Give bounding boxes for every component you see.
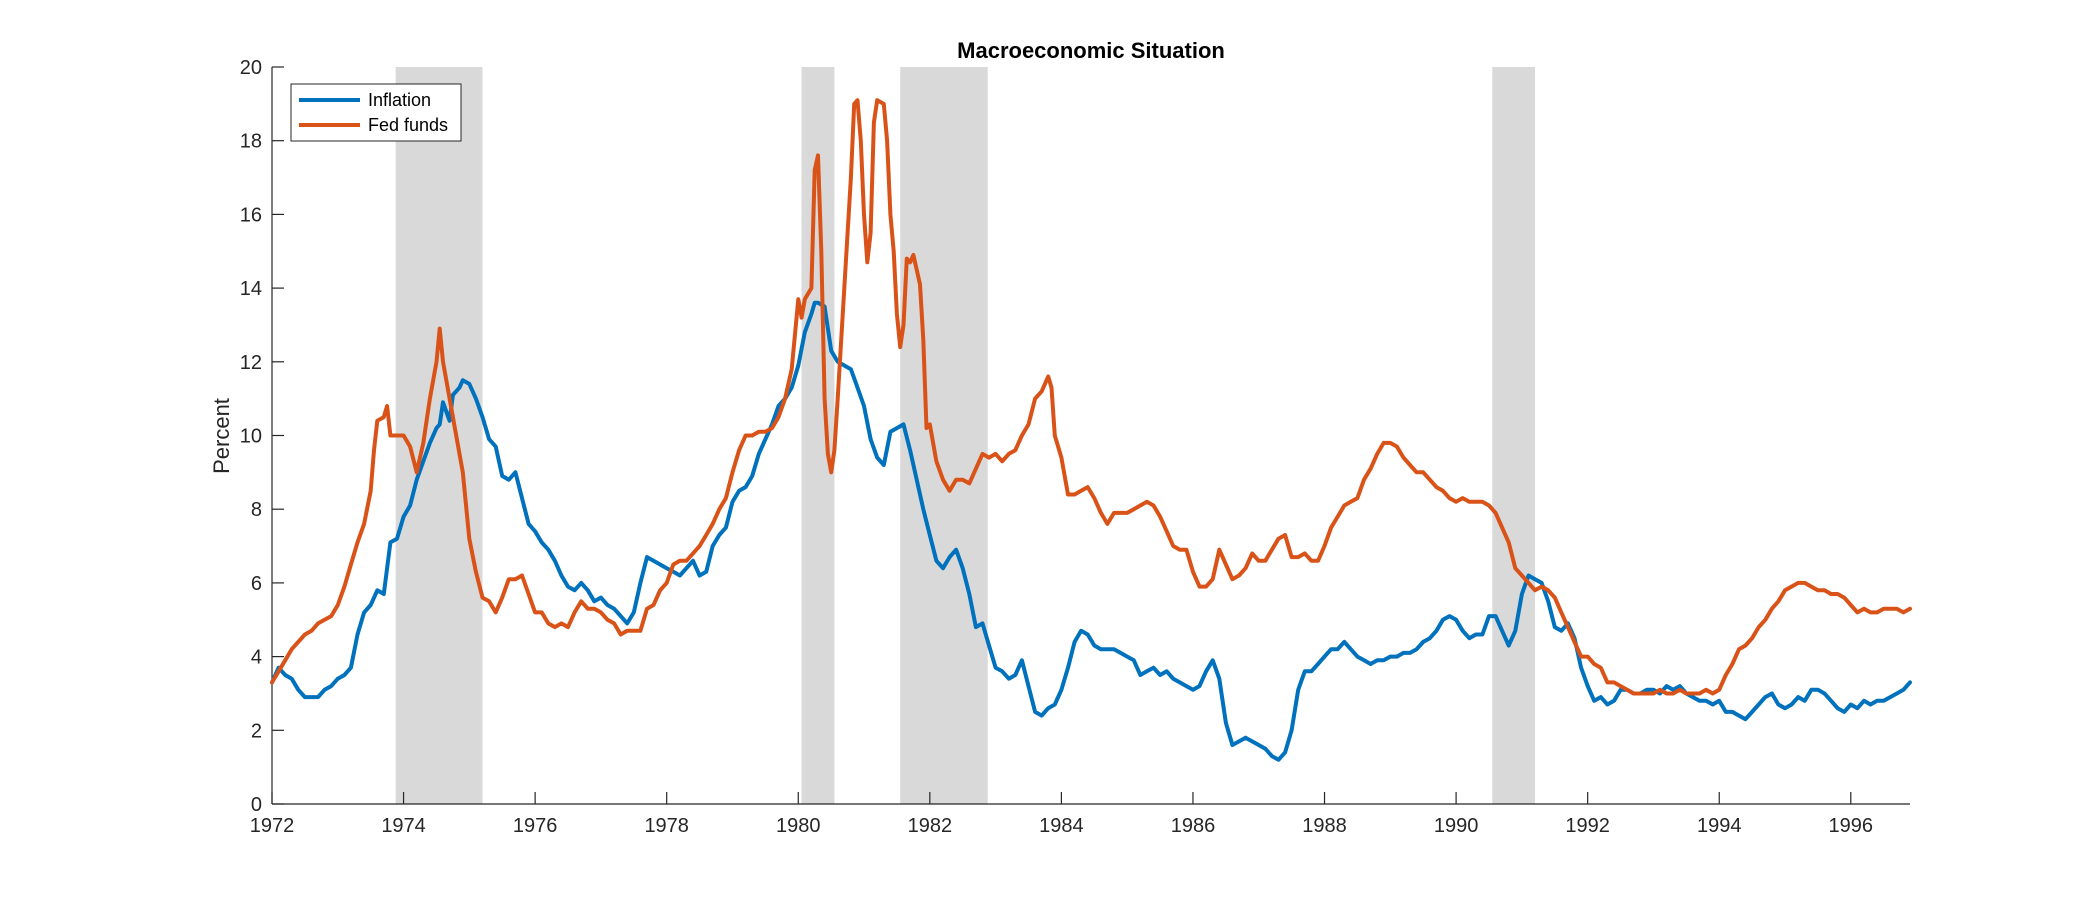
x-tick-label: 1980: [776, 815, 821, 837]
x-tick-label: 1972: [250, 815, 295, 837]
series-lines: [270, 98, 1912, 762]
legend-box: [290, 83, 462, 142]
x-tick-label: 1990: [1434, 815, 1479, 837]
y-tick-label: 16: [240, 204, 262, 226]
x-tick-label: 1994: [1697, 815, 1742, 837]
series-line-fed-funds: [270, 98, 1912, 696]
chart-title: Macroeconomic Situation: [957, 38, 1225, 63]
x-tick-label: 1984: [1039, 815, 1084, 837]
x-tick-label: 1996: [1829, 815, 1874, 837]
legend: Inflation Fed funds: [290, 83, 462, 142]
x-tick-label: 1978: [644, 815, 689, 837]
y-tick-label: 8: [251, 499, 262, 521]
x-tick-label: 1974: [381, 815, 426, 837]
y-tick-label: 10: [240, 426, 262, 448]
y-tick-label: 2: [251, 720, 262, 742]
legend-label-fed-funds: Fed funds: [368, 115, 448, 135]
x-tick-label: 1982: [908, 815, 953, 837]
y-axis-label: Percent: [209, 398, 234, 474]
recession-band: [395, 67, 483, 804]
x-tick-label: 1992: [1565, 815, 1610, 837]
y-tick-label: 20: [240, 57, 262, 79]
x-tick-label: 1986: [1171, 815, 1216, 837]
y-tick-label: 14: [240, 278, 262, 300]
x-tick-label: 1976: [513, 815, 558, 837]
recession-band: [1492, 67, 1536, 804]
legend-label-inflation: Inflation: [368, 90, 431, 110]
y-tick-label: 6: [251, 573, 262, 595]
recession-shading-layer: [395, 67, 1536, 804]
recession-band: [900, 67, 988, 804]
y-ticks: 0 2 4 6 8 10 12 14 16 18 20: [240, 57, 284, 816]
y-tick-label: 4: [251, 647, 262, 669]
x-ticks: 1972 1974 1976 1978 1980 1982 1984 1986 1988 1990…: [250, 792, 1873, 837]
y-tick-label: 0: [251, 794, 262, 816]
x-tick-label: 1988: [1302, 815, 1347, 837]
y-tick-label: 12: [240, 352, 262, 374]
y-tick-label: 18: [240, 131, 262, 153]
